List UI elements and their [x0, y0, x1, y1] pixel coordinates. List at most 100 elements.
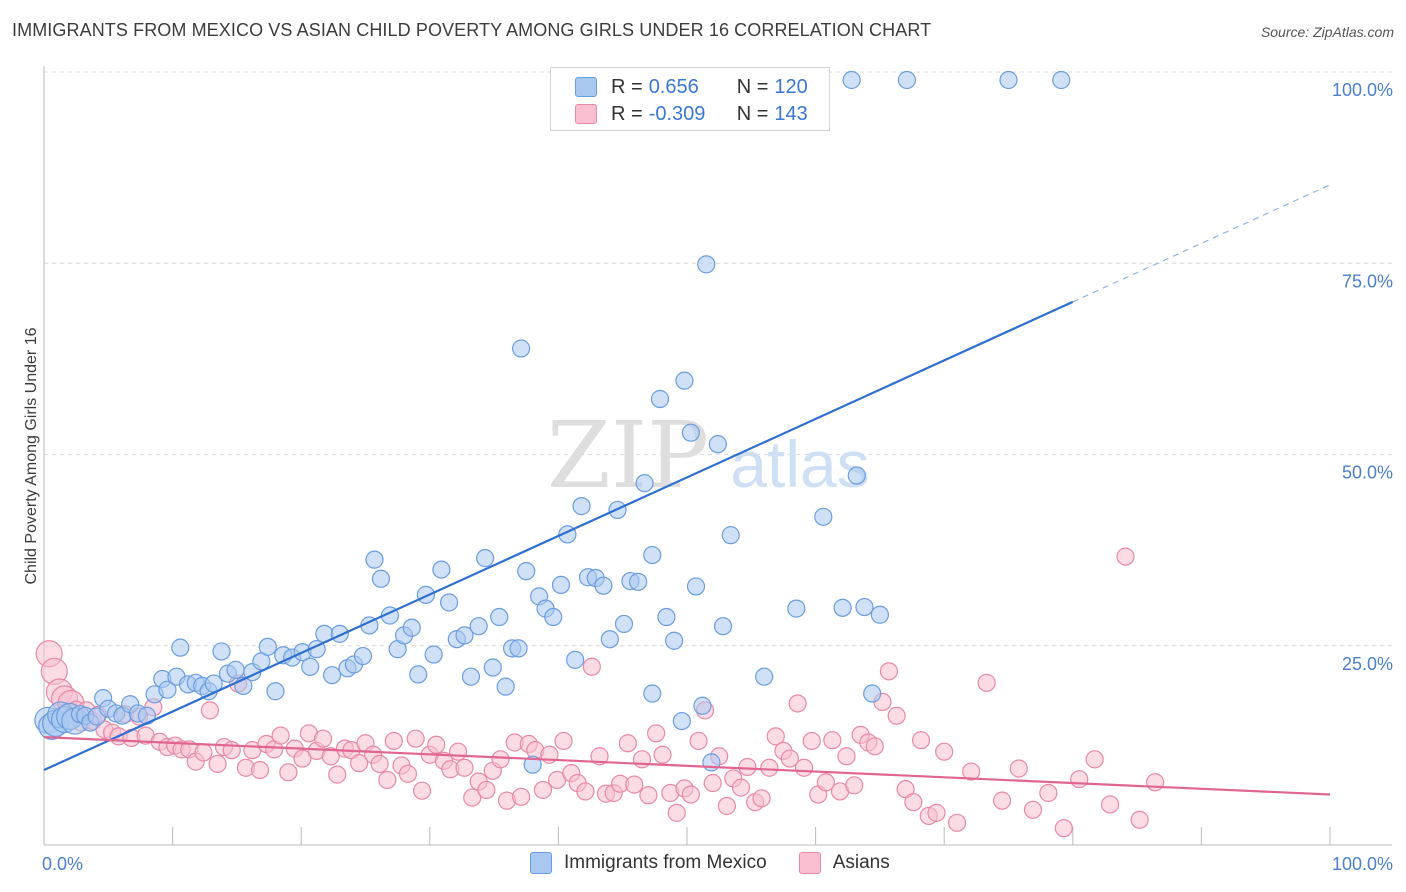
mexico-point-46 — [353, 646, 373, 666]
mexico-point-99 — [708, 435, 727, 454]
mexico-points — [34, 70, 1071, 774]
asian-point-41 — [313, 729, 333, 748]
asian-point-139 — [1100, 795, 1120, 814]
asian-point-43 — [328, 765, 347, 784]
asian-point-32 — [250, 760, 270, 780]
asian-point-116 — [845, 776, 864, 795]
mexico-point-22 — [171, 638, 190, 657]
legend-r-label: R = — [611, 102, 643, 125]
y-tick-label-1: 50.0% — [1342, 463, 1393, 483]
mexico-point-94 — [681, 423, 700, 442]
legend-n-value-mexico: 120 — [774, 75, 808, 98]
asian-point-55 — [412, 781, 432, 800]
mexico-point-53 — [402, 618, 421, 637]
mexico-point-109 — [870, 605, 890, 624]
mexico-point-114 — [999, 70, 1018, 90]
asian-point-79 — [582, 657, 601, 676]
asian-point-105 — [766, 727, 785, 746]
asian-point-75 — [554, 731, 573, 751]
asian-point-131 — [977, 673, 996, 692]
correlation-legend: R = 0.656 N = 120 R = -0.309 N = 143 — [550, 67, 830, 131]
mexico-point-102 — [755, 667, 774, 686]
mexico-point-83 — [614, 614, 634, 634]
mexico-point-76 — [566, 650, 585, 669]
legend-item-mexico[interactable]: Immigrants from Mexico — [530, 852, 767, 874]
asian-point-84 — [618, 734, 637, 753]
asian-point-100 — [731, 778, 751, 797]
asian-point-130 — [962, 762, 981, 781]
asian-point-129 — [947, 813, 967, 832]
legend-row-mexico: R = 0.656 N = 120 — [575, 75, 808, 99]
asian-point-42 — [321, 747, 340, 766]
asian-point-49 — [370, 754, 389, 774]
mexico-point-68 — [509, 639, 528, 658]
mexico-point-56 — [424, 645, 443, 664]
mexico-point-92 — [672, 711, 691, 731]
mexico-point-100 — [713, 617, 733, 636]
mexico-point-106 — [847, 466, 866, 485]
trend-lines — [43, 184, 1331, 796]
mexico-point-66 — [496, 677, 515, 696]
mexico-point-63 — [475, 549, 495, 568]
mexico-point-87 — [643, 684, 662, 703]
mexico-point-110 — [512, 339, 531, 358]
asian-point-132 — [992, 791, 1012, 810]
mexico-point-42 — [322, 666, 342, 685]
x-tick-label-0: 0.0% — [42, 854, 83, 874]
mexico-point-103 — [787, 599, 806, 618]
mexico-point-112 — [842, 70, 861, 90]
y-tick-label-2: 75.0% — [1342, 271, 1393, 291]
asian-point-113 — [823, 731, 842, 750]
asian-point-35 — [271, 726, 290, 745]
mexico-point-64 — [483, 658, 502, 677]
legend-n-label: N = — [736, 75, 769, 98]
asian-point-46 — [349, 754, 369, 773]
mexico-point-108 — [863, 684, 882, 703]
asian-point-78 — [576, 782, 595, 801]
asian-point-87 — [639, 786, 658, 805]
asian-point-61 — [455, 758, 474, 777]
legend-swatch-mexico — [530, 852, 552, 874]
asian-point-24 — [194, 743, 213, 762]
asian-point-72 — [533, 780, 553, 800]
asian-point-93 — [681, 785, 700, 804]
mexico-point-28 — [212, 642, 231, 661]
asian-point-140 — [1116, 547, 1135, 566]
legend-r-label: R = — [611, 75, 643, 98]
legend-swatch-mexico — [575, 77, 597, 97]
mexico-point-105 — [833, 598, 852, 617]
asian-point-54 — [406, 729, 425, 748]
asian-point-136 — [1054, 819, 1073, 838]
mexico-point-39 — [301, 657, 320, 676]
asian-point-133 — [1009, 759, 1028, 778]
asian-point-125 — [911, 731, 931, 750]
asian-point-86 — [632, 750, 652, 769]
asian-point-121 — [879, 662, 899, 681]
mexico-point-113 — [897, 70, 917, 90]
y-axis-label: Child Poverty Among Girls Under 16 — [23, 327, 40, 584]
mexico-trend-line — [43, 300, 1074, 772]
asian-point-51 — [384, 731, 403, 751]
asian-point-142 — [1146, 773, 1165, 792]
legend-label-asians: Asians — [832, 852, 890, 873]
asian-point-80 — [590, 747, 609, 766]
mexico-point-104 — [814, 507, 833, 526]
chart-title: IMMIGRANTS FROM MEXICO VS ASIAN CHILD PO… — [12, 20, 932, 40]
asian-point-98 — [717, 796, 736, 816]
mexico-point-74 — [551, 575, 571, 595]
grid-lines — [44, 71, 1392, 647]
asian-point-108 — [788, 694, 807, 713]
mexico-point-101 — [721, 526, 740, 545]
asian-point-109 — [794, 758, 814, 777]
x-tick-label-1: 100.0% — [1332, 854, 1393, 874]
asian-point-26 — [208, 754, 227, 774]
asian-point-25 — [200, 701, 219, 720]
mexico-point-90 — [657, 607, 676, 627]
asian-point-64 — [477, 780, 496, 800]
mexico-point-88 — [643, 545, 662, 565]
watermark-atlas: atlas — [730, 427, 869, 501]
legend-item-asians[interactable]: Asians — [798, 852, 890, 874]
mexico-point-60 — [455, 626, 474, 645]
axes — [43, 66, 1392, 846]
asian-point-69 — [512, 787, 531, 806]
